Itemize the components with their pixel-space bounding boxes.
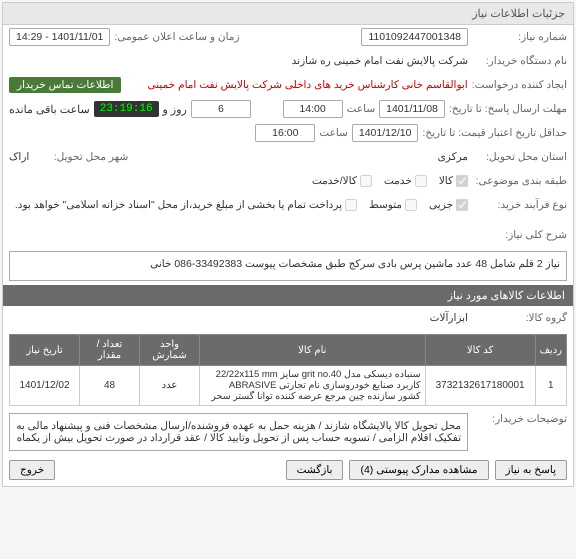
group-label: گروه کالا:	[472, 312, 567, 324]
purchase-type-label: نوع فرآیند خرید:	[472, 199, 567, 211]
group-value: ابزارآلات	[430, 312, 468, 324]
service-checkbox[interactable]: خدمت	[384, 175, 427, 187]
countdown-timer: 23:19:16	[94, 101, 159, 117]
cell-name: سنباده دیسکی مدل grit no.40 سایز 22/22x1…	[200, 366, 426, 406]
deadline-time: 14:00	[283, 100, 343, 118]
attachments-button[interactable]: مشاهده مدارک پیوستی (4)	[349, 460, 488, 480]
cell-idx: 1	[535, 366, 566, 406]
validity-date: 1401/12/10	[352, 124, 419, 142]
day-word: روز و	[163, 103, 187, 116]
goods-table: ردیف کد کالا نام کالا واحد شمارش تعداد /…	[9, 334, 567, 406]
creator-label: ایجاد کننده درخواست:	[472, 79, 567, 91]
city-value: اراک	[9, 151, 29, 163]
goods-info-bar: اطلاعات کالاهای مورد نیاز	[3, 285, 573, 306]
need-title-box: نیاز 2 قلم شامل 48 عدد ماشین پرس بادی سر…	[9, 251, 567, 281]
subject-cat-label: طبقه بندی موضوعی:	[472, 175, 567, 187]
cell-code: 3732132617180001	[425, 366, 535, 406]
buyer-dev-value: شرکت پالایش نفت امام خمینی ره شازند	[292, 55, 468, 67]
buyer-dev-label: نام دستگاه خریدار:	[472, 55, 567, 67]
cell-date: 1401/12/02	[10, 366, 80, 406]
city-label: شهر محل تحویل:	[33, 151, 128, 163]
need-no-label: شماره نیاز:	[472, 31, 567, 43]
buyer-notes-label: توضیحات خریدار:	[472, 413, 567, 425]
announce-label: زمان و ساعت اعلان عمومی:	[114, 31, 239, 43]
th-date: تاریخ نیاز	[10, 335, 80, 366]
validity-label: حداقل تاریخ اعتبار قیمت: تا تاریخ:	[422, 127, 567, 139]
minor-checkbox[interactable]: جزیی	[429, 199, 468, 211]
cell-qty: 48	[80, 366, 140, 406]
exit-button[interactable]: خروج	[9, 460, 55, 480]
validity-time: 16:00	[255, 124, 315, 142]
deadline-date: 1401/11/08	[379, 100, 445, 118]
th-idx: ردیف	[535, 335, 566, 366]
province-value: مرکزی	[438, 151, 468, 163]
table-row[interactable]: 1 3732132617180001 سنباده دیسکی مدل grit…	[10, 366, 567, 406]
province-label: استان محل تحویل:	[472, 151, 567, 163]
time-label-2: ساعت	[319, 127, 348, 139]
need-title-label: شرح کلی نیاز:	[472, 229, 567, 241]
th-code: کد کالا	[425, 335, 535, 366]
goods-checkbox[interactable]: کالا	[439, 175, 468, 187]
goods-service-checkbox[interactable]: کالا/خدمت	[312, 175, 372, 187]
creator-value: ابوالقاسم خانی کارشناس خرید های داخلی شر…	[148, 79, 468, 91]
answer-button[interactable]: پاسخ به نیاز	[495, 460, 567, 480]
panel-title: جزئیات اطلاعات نیاز	[3, 3, 573, 25]
th-unit: واحد شمارش	[140, 335, 200, 366]
cell-unit: عدد	[140, 366, 200, 406]
back-button[interactable]: بازگشت	[286, 460, 344, 480]
deadline-label: مهلت ارسال پاسخ: تا تاریخ:	[449, 103, 567, 115]
remain-label: ساعت باقی مانده	[9, 103, 90, 116]
contact-badge[interactable]: اطلاعات تماس خریدار	[9, 77, 121, 93]
treasury-checkbox[interactable]: پرداخت تمام یا بخشی از مبلغ خرید،از محل …	[15, 199, 357, 211]
days-remaining: 6	[191, 100, 251, 118]
announce-value: 1401/11/01 - 14:29	[9, 28, 110, 46]
th-name: نام کالا	[200, 335, 426, 366]
need-no-value: 1101092447001348	[361, 28, 468, 46]
th-qty: تعداد / مقدار	[80, 335, 140, 366]
buyer-notes-box: محل تحویل کالا پالایشگاه شازند / هزینه ح…	[9, 413, 468, 451]
time-label-1: ساعت	[347, 103, 376, 115]
medium-checkbox[interactable]: متوسط	[369, 199, 417, 211]
